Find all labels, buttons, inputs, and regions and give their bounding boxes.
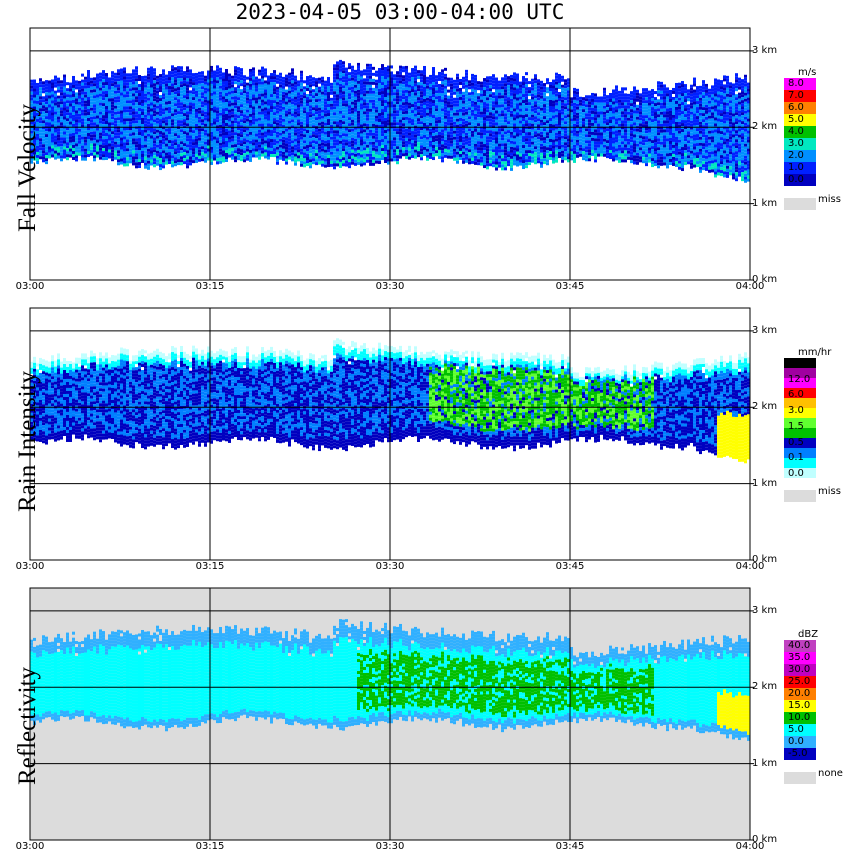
legend-level-label: 0.0: [788, 174, 804, 185]
y-tick-label: 0 km: [752, 274, 777, 285]
x-tick-label: 04:00: [736, 281, 765, 292]
x-tick-label: 03:00: [16, 281, 45, 292]
x-tick-label: 04:00: [736, 561, 765, 572]
legend-level-label: 2.0: [788, 150, 804, 161]
legend-level-label: 40.0: [788, 640, 810, 651]
legend-unit: dBZ: [798, 629, 818, 640]
y-tick-label: 1 km: [752, 758, 777, 769]
y-tick-label: 0 km: [752, 834, 777, 845]
x-tick-label: 03:45: [556, 841, 585, 852]
x-tick-label: 03:30: [376, 841, 405, 852]
legend-level-label: -5.0: [788, 748, 808, 759]
plot-frame: [29, 307, 751, 561]
y-tick-label: 2 km: [752, 121, 777, 132]
legend-level-label: 30.0: [788, 664, 810, 675]
colorbar-0: [784, 78, 816, 210]
legend-level-label: 0.5: [788, 437, 804, 448]
legend-level-label: 25.0: [788, 676, 810, 687]
legend-level-label: 12.0: [788, 374, 810, 385]
legend-level-label: 3.0: [788, 405, 804, 416]
legend-level-label: 48.0: [788, 358, 810, 369]
x-tick-label: 03:45: [556, 561, 585, 572]
legend-level-label: 5.0: [788, 724, 804, 735]
legend-level-label: 10.0: [788, 712, 810, 723]
legend-level-label: 15.0: [788, 700, 810, 711]
y-tick-label: 2 km: [752, 681, 777, 692]
legend-level-label: 6.0: [788, 102, 804, 113]
legend-level-label: 0.0: [788, 736, 804, 747]
y-tick-label: 3 km: [752, 45, 777, 56]
x-tick-label: 03:00: [16, 561, 45, 572]
panel-label-2: Reflectivity: [14, 667, 42, 785]
legend-unit: mm/hr: [798, 347, 831, 358]
x-tick-label: 03:45: [556, 281, 585, 292]
y-tick-label: 1 km: [752, 198, 777, 209]
x-tick-label: 03:30: [376, 561, 405, 572]
colorbar-2: [784, 640, 816, 784]
legend-missing-label: none: [818, 768, 843, 779]
x-tick-label: 03:15: [196, 281, 225, 292]
echo-cells: [30, 338, 750, 464]
plot-frame: [29, 587, 751, 841]
legend-level-label: 0.1: [788, 452, 804, 463]
y-tick-label: 0 km: [752, 554, 777, 565]
y-tick-label: 2 km: [752, 401, 777, 412]
page-title: 2023-04-05 03:00-04:00 UTC: [0, 0, 800, 24]
legend-level-label: 8.0: [788, 78, 804, 89]
legend-missing-label: miss: [818, 486, 841, 497]
grid-lines: [30, 588, 750, 840]
legend-level-label: 1.5: [788, 421, 804, 432]
x-tick-label: 03:30: [376, 281, 405, 292]
legend-level-label: 4.0: [788, 126, 804, 137]
x-tick-label: 04:00: [736, 841, 765, 852]
echo-cells: [30, 619, 750, 741]
x-tick-label: 03:15: [196, 841, 225, 852]
x-tick-label: 03:15: [196, 561, 225, 572]
y-tick-label: 3 km: [752, 325, 777, 336]
panel-2: [29, 587, 754, 841]
legend-unit: m/s: [798, 67, 816, 78]
panel-1: [29, 307, 754, 561]
legend-level-label: 0.0: [788, 468, 804, 479]
legend-level-label: 35.0: [788, 652, 810, 663]
legend-level-label: 1.0: [788, 162, 804, 173]
echo-cells: [30, 59, 750, 183]
legend-level-label: 20.0: [788, 688, 810, 699]
panel-label-1: Rain Intensity: [14, 371, 42, 512]
y-tick-label: 1 km: [752, 478, 777, 489]
y-tick-label: 3 km: [752, 605, 777, 616]
x-tick-label: 03:00: [16, 841, 45, 852]
grid-lines: [30, 308, 750, 560]
plot-frame: [29, 27, 751, 281]
colorbar-1: [784, 358, 816, 502]
legend-level-label: 3.0: [788, 138, 804, 149]
panel-0: [29, 27, 754, 281]
legend-level-label: 7.0: [788, 90, 804, 101]
grid-lines: [30, 28, 750, 280]
panel-label-0: Fall Velocity: [14, 104, 42, 232]
legend-missing-label: miss: [818, 194, 841, 205]
legend-level-label: 5.0: [788, 114, 804, 125]
legend-level-label: 6.0: [788, 389, 804, 400]
